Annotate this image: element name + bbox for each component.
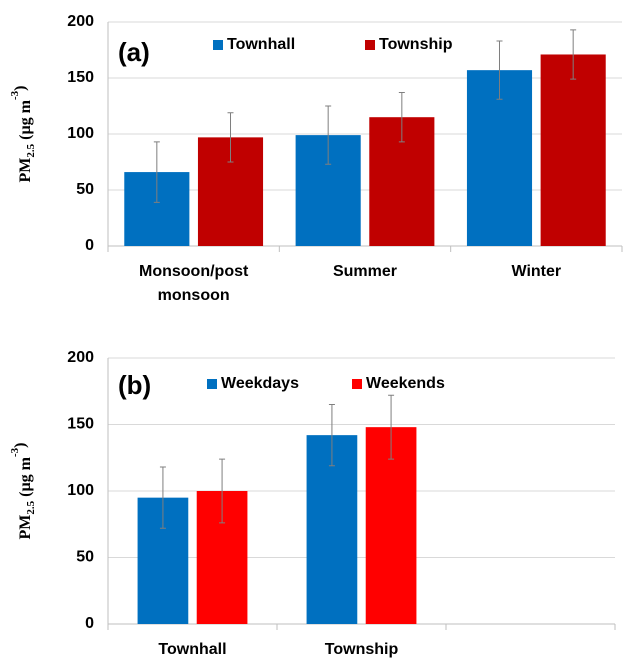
y-axis-label: PM2.5 (µg m-3) (9, 443, 37, 540)
y-axis-label-part: (µg m (17, 99, 34, 144)
bar (306, 435, 358, 624)
y-tick-label: 0 (85, 615, 94, 632)
y-axis-label-part: PM (17, 158, 34, 183)
legend-swatch (213, 40, 223, 50)
y-tick-label: 100 (67, 125, 94, 142)
x-tick-label-box: Monsoon/post monsoon (139, 263, 249, 304)
bar (540, 54, 606, 247)
y-axis-label-part: -3 (9, 90, 21, 100)
error-bar (325, 105, 332, 165)
panel-label: (b) (118, 370, 151, 400)
legend-label: Weekends (366, 375, 445, 392)
y-axis-label-part: ) (12, 86, 29, 91)
y-tick-label: 150 (67, 416, 94, 433)
y-tick-label: 200 (67, 13, 94, 30)
error-bar (570, 29, 577, 80)
x-tick-label: Monsoon/post monsoon (139, 263, 249, 304)
legend-swatch (352, 379, 362, 389)
y-tick-label: 200 (67, 349, 94, 366)
x-tick-label: Township (324, 641, 399, 658)
error-bar (159, 466, 166, 529)
legend-swatch (207, 379, 217, 389)
y-tick-label: 100 (67, 482, 94, 499)
x-tick-label-box: Townhall (158, 641, 227, 658)
legend-label: Weekdays (221, 375, 299, 392)
y-tick-label: 150 (67, 69, 94, 86)
error-bar (496, 40, 503, 100)
y-axis-label-part: ) (12, 443, 29, 448)
bar (365, 427, 417, 624)
x-tick-label-box: Township (324, 641, 399, 658)
error-bar (227, 112, 234, 163)
legend-swatch (365, 40, 375, 50)
legend-label: Township (379, 36, 453, 53)
x-tick-label-box: Summer (332, 263, 398, 280)
legend-label: Townhall (227, 36, 295, 53)
error-bar (328, 404, 335, 467)
y-axis-label-part: PM (17, 515, 34, 540)
x-tick-label: Townhall (158, 641, 227, 658)
y-axis-label-part: (µg m (17, 456, 34, 501)
error-bar (388, 394, 395, 460)
x-tick-label: Winter (511, 263, 562, 280)
y-tick-label: 50 (76, 549, 94, 566)
panel-label: (a) (118, 37, 150, 67)
x-tick-label: Summer (332, 263, 398, 280)
y-axis-label-part: 2.5 (25, 143, 37, 157)
error-bar (398, 92, 405, 143)
y-axis-label: PM2.5 (µg m-3) (9, 86, 37, 183)
y-tick-label: 50 (76, 181, 94, 198)
y-tick-label: 0 (85, 237, 94, 254)
error-bar (219, 458, 226, 524)
error-bar (153, 141, 160, 203)
x-tick-label-box: Winter (511, 263, 562, 280)
y-axis-label-part: -3 (9, 447, 21, 457)
y-axis-label-part: 2.5 (25, 500, 37, 514)
